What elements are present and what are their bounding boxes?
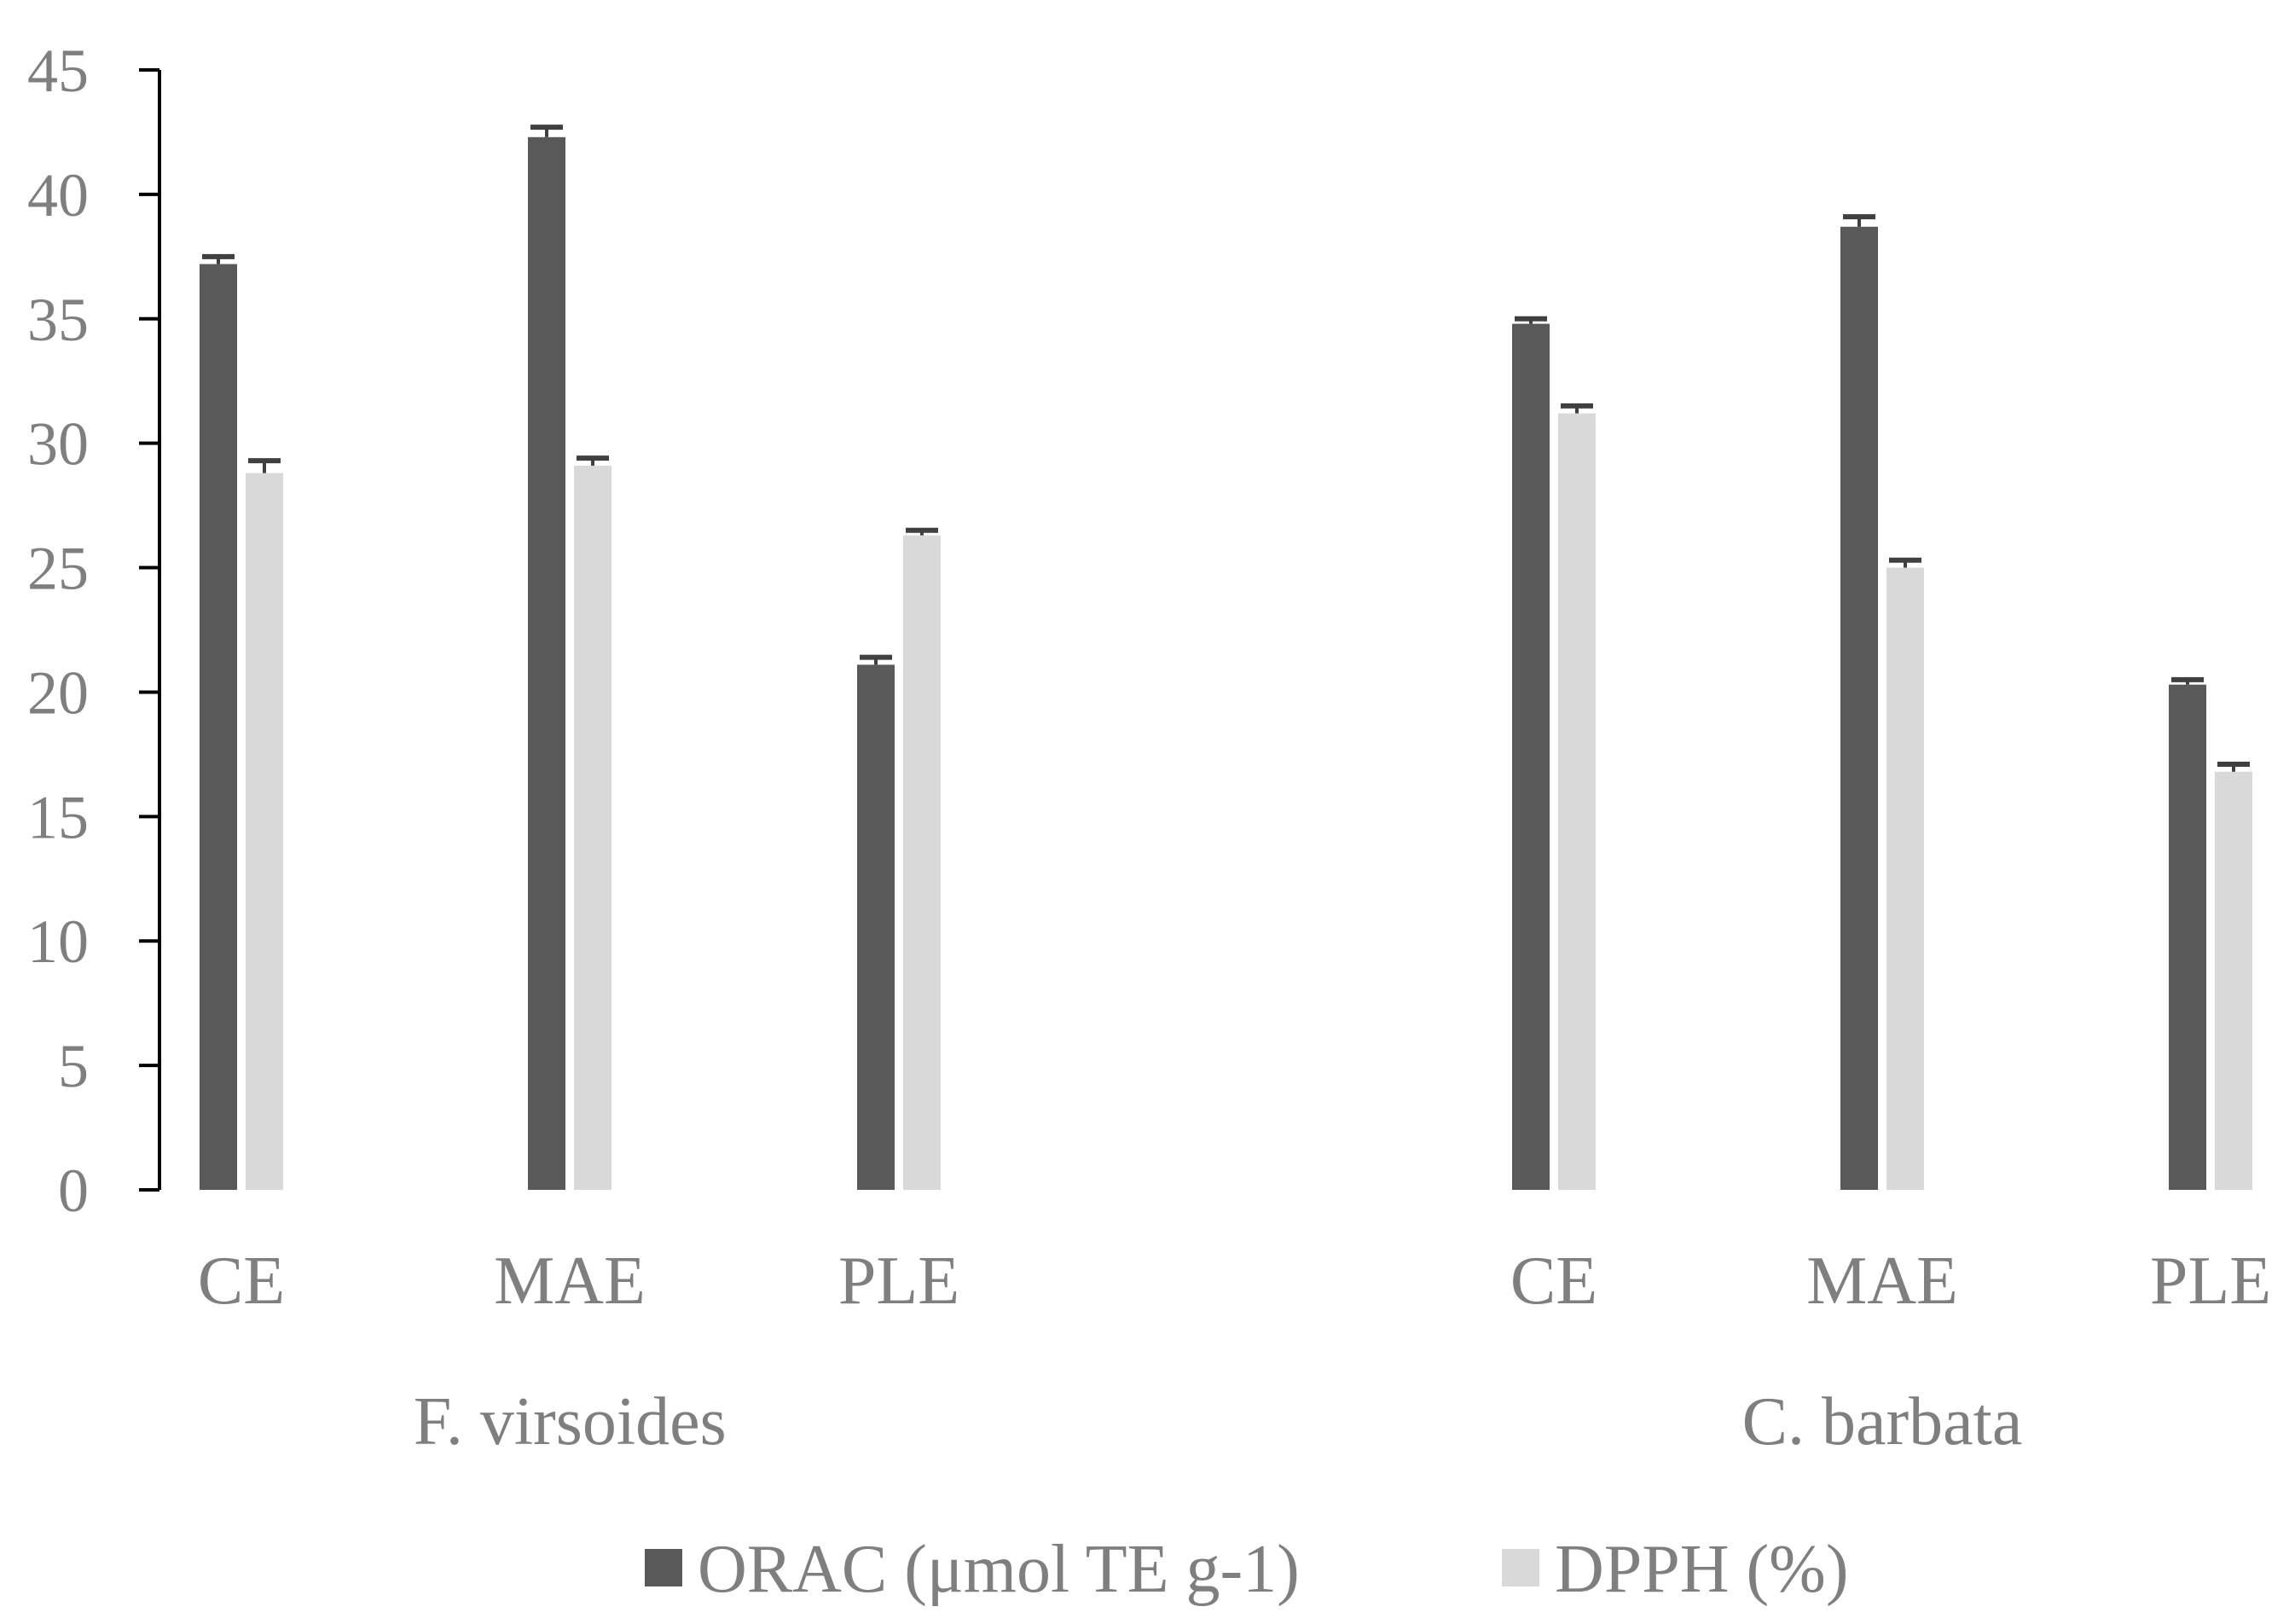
y-axis-ticks: 0 5 10 15 20 25 30 35 40 45	[27, 37, 159, 1225]
bars	[200, 125, 2252, 1190]
y-tick-label: 0	[58, 1157, 89, 1225]
y-tick-label: 35	[27, 286, 89, 354]
category-label: CE	[1510, 1244, 1597, 1319]
orac-bar	[200, 264, 237, 1190]
y-tick-label: 45	[27, 37, 89, 105]
dpph-bar	[1558, 413, 1596, 1190]
legend-dpph-swatch	[1502, 1549, 1539, 1586]
dpph-bar	[2215, 771, 2252, 1190]
legend-orac-label: ORAC (μmol TE g-1)	[698, 1532, 1300, 1607]
category-labels: CE MAE PLE CE MAE PLE	[198, 1244, 2271, 1319]
category-label: MAE	[494, 1244, 646, 1319]
y-tick-label: 20	[27, 658, 89, 727]
dpph-bar	[1886, 567, 1924, 1190]
category-label: CE	[198, 1244, 285, 1319]
category-label: PLE	[2150, 1244, 2271, 1319]
orac-bar	[528, 136, 565, 1190]
y-tick-label: 30	[27, 410, 89, 478]
group-labels: F. virsoides C. barbata	[414, 1384, 2023, 1459]
category-label: PLE	[838, 1244, 959, 1319]
legend: ORAC (μmol TE g-1) DPPH (%)	[645, 1532, 1848, 1607]
orac-bar	[857, 664, 895, 1190]
group-label: F. virsoides	[414, 1384, 727, 1459]
legend-orac-swatch	[645, 1549, 682, 1586]
group-label: C. barbata	[1742, 1384, 2023, 1459]
dpph-bar	[246, 473, 283, 1190]
orac-bar	[2169, 684, 2206, 1190]
dpph-bar	[903, 535, 941, 1190]
legend-dpph-label: DPPH (%)	[1555, 1532, 1848, 1607]
y-tick-label: 10	[27, 908, 89, 976]
y-tick-label: 15	[27, 783, 89, 851]
orac-bar	[1512, 323, 1550, 1190]
category-label: MAE	[1806, 1244, 1958, 1319]
y-tick-label: 40	[27, 161, 89, 229]
y-tick-label: 25	[27, 535, 89, 603]
y-tick-label: 5	[58, 1032, 89, 1100]
orac-bar	[1840, 226, 1878, 1190]
dpph-bar	[574, 465, 611, 1190]
